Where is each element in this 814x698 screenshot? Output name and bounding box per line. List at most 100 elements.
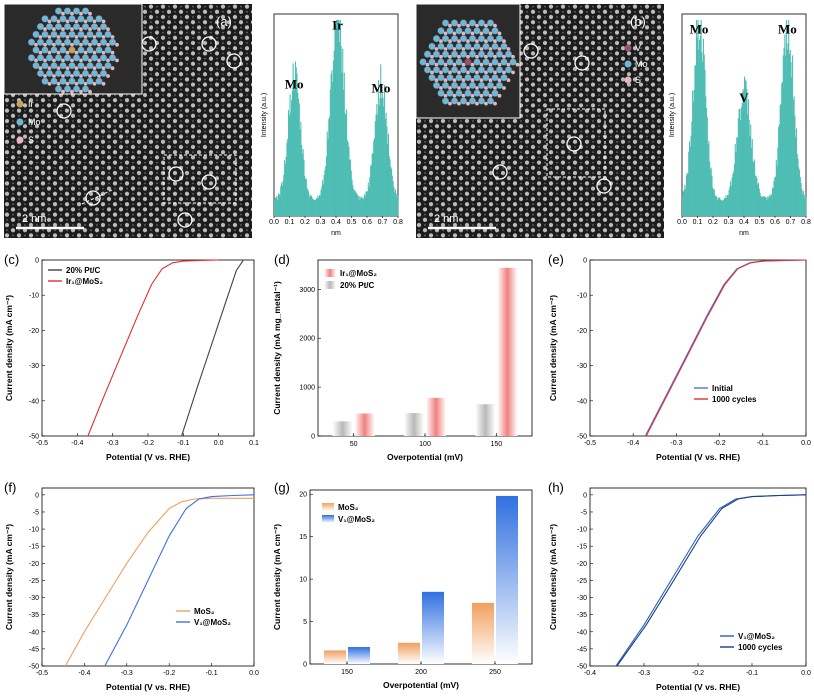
- x-tick-label: 0.5: [347, 219, 357, 226]
- mo-atom: [59, 46, 67, 54]
- profile-bar: [799, 170, 801, 216]
- bar: [497, 267, 518, 436]
- profile-bar: [785, 55, 787, 217]
- s-atom: [470, 62, 475, 67]
- profile-bar: [692, 90, 694, 216]
- mo-atom: [41, 62, 49, 70]
- profile-bar: [754, 175, 756, 216]
- s-atom: [52, 27, 56, 32]
- s-atom: [461, 78, 466, 83]
- y-axis-title: Current density (mA mg_metal⁻¹): [272, 281, 282, 415]
- mo-atom: [459, 50, 468, 58]
- s-atom: [488, 47, 493, 51]
- legend-mo: Mo: [624, 59, 648, 69]
- profile-bar: [750, 124, 752, 216]
- mo-atom: [486, 66, 495, 74]
- mo-atom: [59, 62, 67, 70]
- profile-bar: [387, 143, 389, 216]
- profile-bar: [778, 124, 780, 216]
- mo-atom: [50, 62, 58, 70]
- panel-label: (b): [630, 14, 646, 29]
- profile-bar: [397, 196, 399, 216]
- panel-b-stem-image: (b) V Mo S 2 nm: [416, 4, 664, 238]
- profile-bar: [805, 197, 807, 216]
- s-atom: [79, 58, 83, 63]
- profile-bar: [795, 128, 797, 216]
- s-atom: [511, 70, 515, 75]
- s-atom: [475, 70, 479, 75]
- legend-label: 1000 cycles: [712, 395, 757, 404]
- profile-bar: [714, 195, 716, 216]
- s-atom: [34, 42, 38, 47]
- y-tick-label: 0: [583, 258, 587, 265]
- mo-atom: [464, 74, 472, 82]
- profile-bar: [347, 142, 349, 216]
- series-line: [181, 259, 244, 437]
- y-tick-label: -45: [29, 646, 39, 653]
- profile-bar: [369, 177, 371, 216]
- s-atom: [74, 19, 79, 24]
- s-atom: [47, 35, 52, 39]
- mo-atom: [482, 89, 490, 97]
- profile-bar: [703, 54, 705, 216]
- legend-label: 20% Pt/C: [340, 281, 374, 290]
- mo-atom: [468, 97, 477, 105]
- s-atom: [452, 31, 457, 36]
- profile-bar: [792, 99, 794, 216]
- series-line: [644, 259, 807, 437]
- mo-atom: [432, 81, 441, 89]
- mo-atom: [504, 50, 513, 58]
- mo-atom: [468, 81, 477, 89]
- profile-bar: [748, 119, 750, 216]
- mo-atom: [432, 35, 441, 43]
- s-atom: [466, 70, 470, 75]
- s-atom: [61, 11, 65, 16]
- profile-bar: [293, 88, 295, 216]
- s-atom: [56, 81, 61, 86]
- y-tick-label: -35: [29, 612, 39, 619]
- y-axis-title: Intensity (a.u.): [669, 93, 676, 137]
- s-atom: [488, 62, 493, 67]
- s-atom: [74, 66, 79, 71]
- profile-bar: [352, 185, 354, 216]
- profile-bar: [353, 190, 355, 216]
- profile-bar: [741, 103, 743, 216]
- mo-atom: [59, 77, 67, 85]
- s-atom: [466, 86, 470, 90]
- profile-bar: [300, 121, 302, 216]
- mo-atom: [500, 42, 508, 50]
- profile-bar: [370, 164, 372, 216]
- profile-bar: [686, 172, 688, 216]
- s-atom: [65, 66, 70, 71]
- profile-bar: [379, 97, 381, 216]
- s-atom: [74, 35, 79, 39]
- panel-b-line-profile: 0.0 0.1 0.2 0.3 0.4 0.5 0.6 0.7 0.8 nm Intensity (…: [669, 13, 811, 237]
- profile-bar: [367, 182, 369, 216]
- profile-bar: [791, 77, 793, 216]
- s-atom: [479, 62, 484, 67]
- mo-atom: [27, 54, 36, 62]
- s-atom: [484, 54, 488, 59]
- profile-bar: [747, 99, 749, 216]
- mo-atom: [81, 85, 90, 93]
- mo-atom: [95, 77, 103, 85]
- profile-bar: [335, 24, 337, 216]
- s-atom: [101, 35, 106, 39]
- legend-label: V₁@MoS₂: [738, 632, 775, 641]
- profile-bar: [316, 198, 318, 216]
- bar: [348, 647, 370, 664]
- s-atom: [83, 66, 88, 71]
- y-tick-label: -40: [29, 629, 39, 636]
- mo-atom: [68, 30, 76, 38]
- profile-bar: [331, 70, 333, 217]
- profile-bar: [761, 196, 763, 216]
- profile-bar: [759, 192, 761, 216]
- profile-bar: [773, 180, 775, 216]
- svg-text:S: S: [635, 75, 641, 85]
- profile-bar: [291, 90, 293, 216]
- mo-atom: [36, 23, 45, 31]
- y-axis-title: Current density (mA cm⁻²): [4, 524, 14, 630]
- profile-bar: [380, 98, 383, 216]
- x-tick-label: 0.6: [362, 219, 372, 226]
- mo-atom: [468, 19, 477, 27]
